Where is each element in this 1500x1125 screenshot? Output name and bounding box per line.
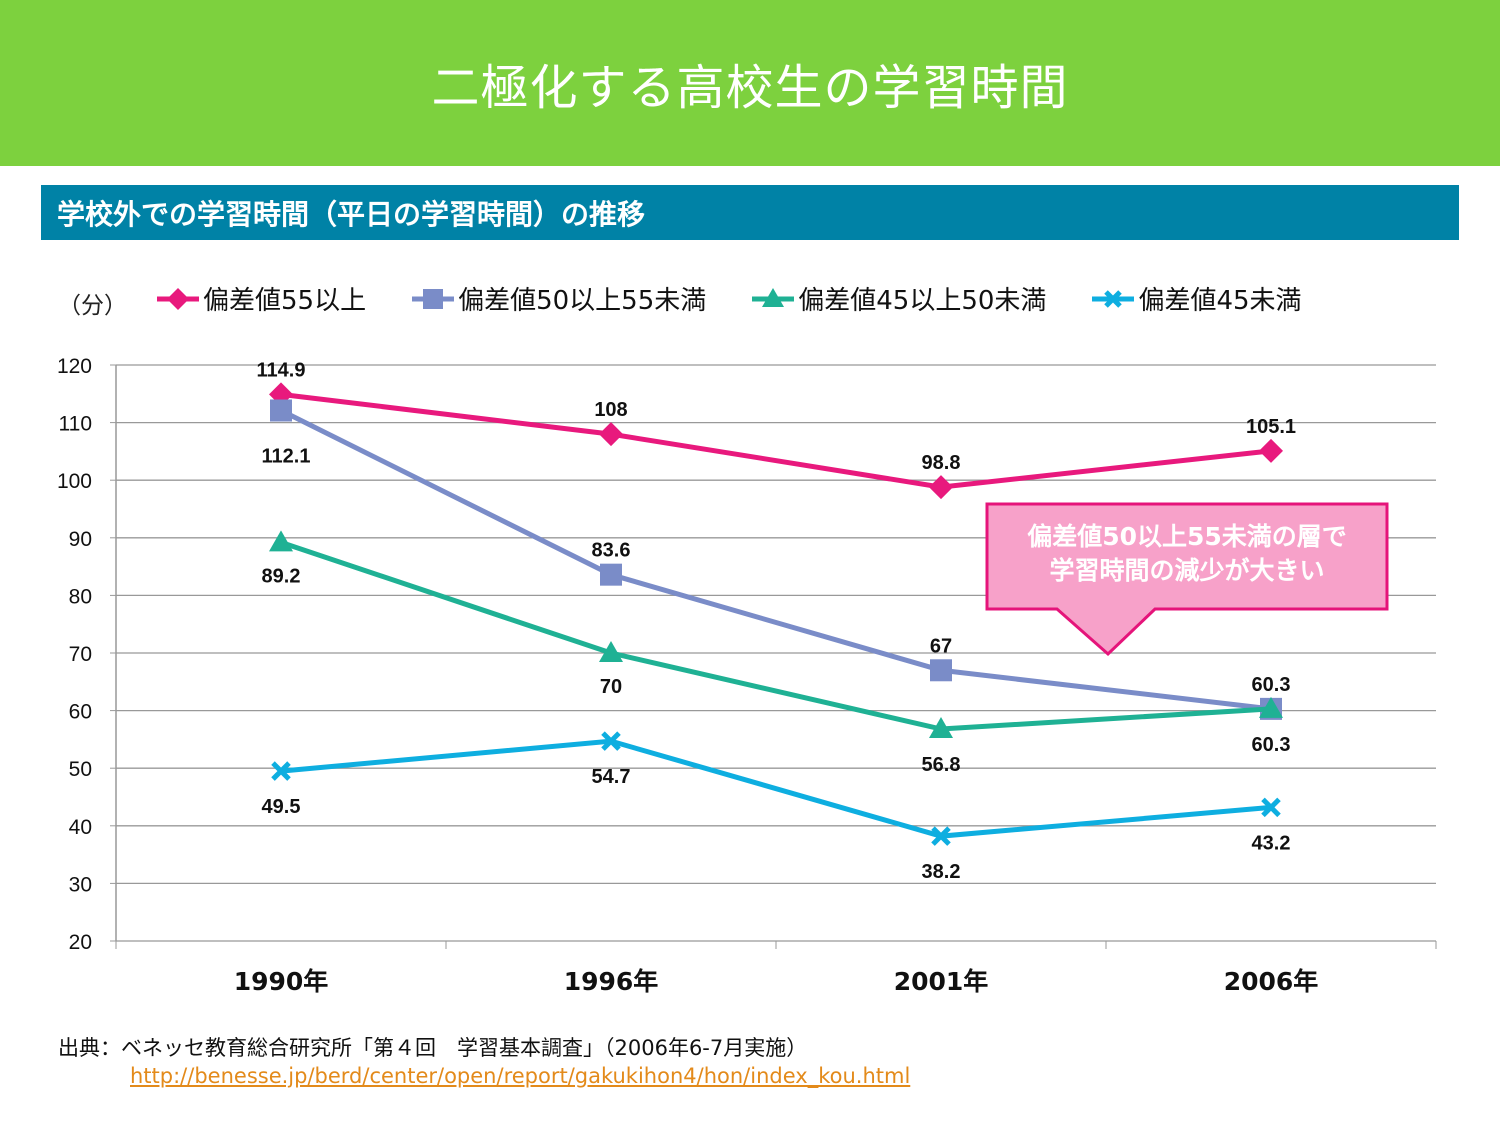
x-marker-stroke <box>931 826 951 846</box>
data-point <box>270 399 292 422</box>
x-tick-label: 2001年 <box>894 967 989 996</box>
y-tick-label: 120 <box>57 355 92 378</box>
y-tick-label: 70 <box>69 643 92 666</box>
data-point <box>1261 797 1281 818</box>
data-label: 108 <box>594 399 627 421</box>
callout-line-1: 偏差値50以上55未満の層で <box>1027 522 1347 551</box>
y-axis-unit: （分） <box>58 293 127 319</box>
data-point <box>931 826 951 846</box>
legend-item: 偏差値45以上50未満 <box>750 280 1046 317</box>
series-line <box>280 738 1272 839</box>
y-tick-label: 80 <box>69 585 92 608</box>
data-label: 54.7 <box>592 766 631 788</box>
legend-item: 偏差値50以上55未満 <box>410 280 706 317</box>
data-point <box>929 475 953 500</box>
y-tick-label: 50 <box>69 758 92 781</box>
y-tick-label: 20 <box>69 931 92 954</box>
data-label: 60.3 <box>1252 734 1291 756</box>
chart-subtitle: 学校外での学習時間（平日の学習時間）の推移 <box>57 197 646 231</box>
legend: 偏差値55以上 偏差値50以上55未満 偏差値45以上50未満 偏差値45未満 <box>155 280 1346 317</box>
legend-marker <box>1104 289 1123 308</box>
data-point <box>600 563 622 586</box>
series-1: 114.9 108 98.8 105.1 <box>257 359 1296 500</box>
data-point <box>1259 696 1283 718</box>
data-label: 49.5 <box>262 796 301 818</box>
x-marker-stroke <box>1104 289 1123 308</box>
page-title: 二極化する高校生の学習時間 <box>431 60 1069 116</box>
legend-label: 偏差値45未満 <box>1138 286 1302 316</box>
y-tick-label: 30 <box>69 873 92 896</box>
source-citation: 出典：ベネッセ教育総合研究所「第４回 学習基本調査」（2006年6-7月実施） <box>58 1036 808 1060</box>
series-4: 49.5 54.7 38.2 43.2 <box>262 731 1291 883</box>
data-point <box>930 659 952 682</box>
subtitle-bar: 学校外での学習時間（平日の学習時間）の推移 <box>41 185 1459 240</box>
data-point <box>271 761 291 781</box>
data-label: 114.9 <box>257 359 306 381</box>
series-line <box>280 540 1272 732</box>
callout-line-2: 学習時間の減少が大きい <box>1049 556 1325 585</box>
data-label: 56.8 <box>922 754 961 776</box>
legend-label: 偏差値45以上50未満 <box>798 286 1047 316</box>
data-label: 89.2 <box>262 565 301 587</box>
x-marker-stroke <box>1261 797 1281 818</box>
data-label: 38.2 <box>922 861 961 883</box>
data-label: 83.6 <box>592 540 631 562</box>
y-tick-label: 40 <box>69 816 92 839</box>
data-point <box>601 731 621 751</box>
legend-diamond-icon <box>157 287 199 310</box>
data-point <box>599 641 623 662</box>
x-marker-stroke <box>601 731 621 751</box>
legend-item: 偏差値55以上 <box>155 280 366 317</box>
data-label: 70 <box>600 676 622 698</box>
data-point <box>929 717 953 739</box>
data-label: 112.1 <box>262 446 311 468</box>
series-line <box>280 391 1272 490</box>
callout-box <box>985 502 1389 657</box>
y-tick-label: 90 <box>69 528 92 551</box>
legend-marker <box>762 287 785 307</box>
data-point <box>1259 438 1283 463</box>
data-point <box>599 422 623 447</box>
data-label: 105.1 <box>1246 416 1296 438</box>
y-tick-label: 110 <box>59 413 92 436</box>
legend-x-icon <box>1092 289 1135 308</box>
x-marker-stroke <box>271 761 291 781</box>
series-line <box>279 408 1272 712</box>
legend-item: 偏差値45未満 <box>1090 280 1302 317</box>
legend-marker <box>423 288 444 309</box>
callout-text: 偏差値50以上55未満の層で 学習時間の減少が大きい <box>985 520 1389 588</box>
data-label: 60.3 <box>1252 674 1291 696</box>
data-label: 67 <box>930 635 952 657</box>
data-label: 98.8 <box>922 452 961 474</box>
source-link[interactable]: http://benesse.jp/berd/center/open/repor… <box>130 1064 911 1088</box>
x-tick-label: 1996年 <box>564 967 659 996</box>
legend-label: 偏差値55以上 <box>203 286 367 316</box>
y-tick-label: 100 <box>57 470 92 493</box>
y-tick-label: 60 <box>69 701 92 724</box>
data-point <box>269 530 293 552</box>
legend-square-icon <box>412 288 455 309</box>
x-tick-label: 1990年 <box>234 967 329 996</box>
legend-triangle-icon <box>752 287 795 307</box>
data-label: 43.2 <box>1252 832 1291 854</box>
title-banner: 二極化する高校生の学習時間 <box>0 0 1500 166</box>
legend-marker <box>167 287 189 310</box>
series-3: 89.2 70 56.8 60.3 <box>262 530 1291 776</box>
legend-label: 偏差値50以上55未満 <box>458 286 707 316</box>
x-tick-label: 2006年 <box>1224 967 1319 996</box>
